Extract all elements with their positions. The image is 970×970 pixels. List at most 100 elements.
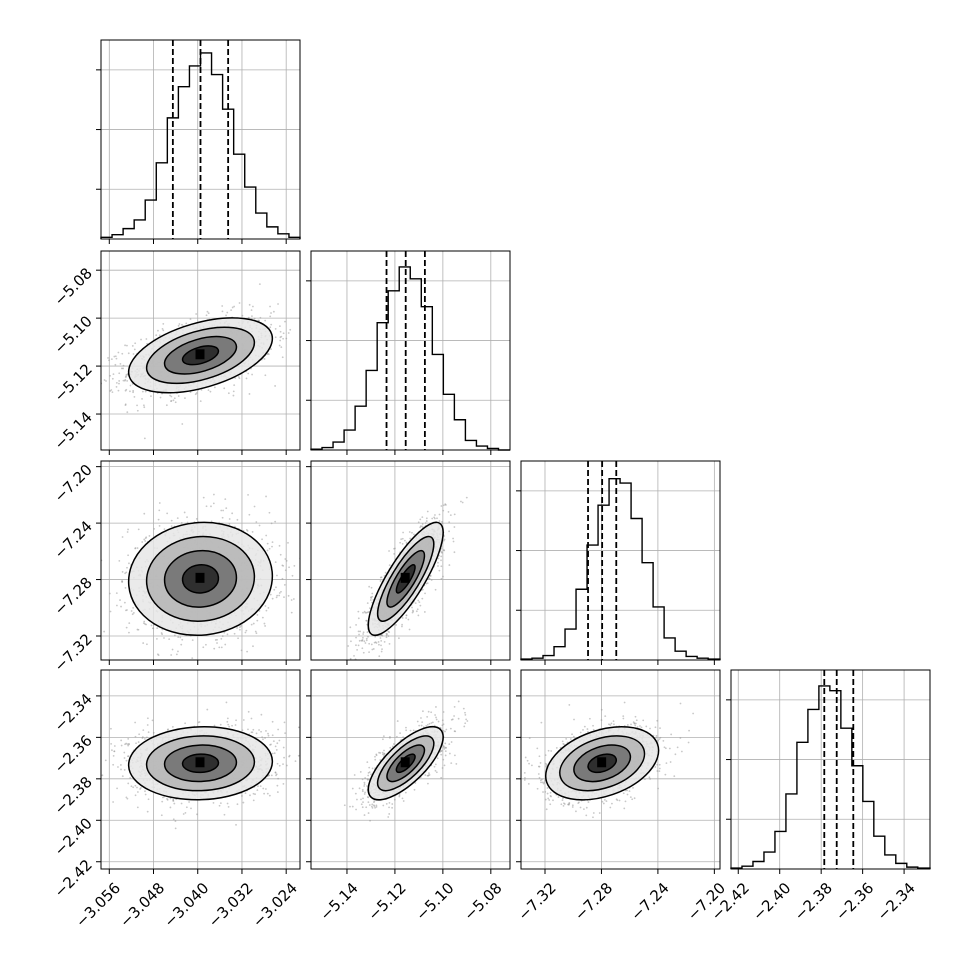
sample-point xyxy=(207,389,210,392)
sample-point xyxy=(465,496,468,499)
sample-point xyxy=(266,792,269,795)
sample-point xyxy=(221,516,224,519)
sample-point xyxy=(185,322,188,325)
sample-point xyxy=(232,394,235,397)
sample-point xyxy=(279,553,282,556)
sample-point xyxy=(362,611,364,614)
sample-point xyxy=(353,655,355,657)
panel-frame xyxy=(310,250,511,451)
sample-point xyxy=(388,642,391,645)
sample-point xyxy=(108,359,110,362)
panel-frame xyxy=(100,39,301,240)
sample-point xyxy=(264,625,266,627)
x-tick-label: −3.056 xyxy=(72,879,124,931)
sample-point xyxy=(368,585,371,588)
sample-point xyxy=(411,606,413,609)
sample-point xyxy=(443,538,446,541)
sample-point xyxy=(290,599,293,601)
sample-point xyxy=(412,609,414,612)
sample-point xyxy=(421,516,424,519)
sample-point xyxy=(426,510,429,513)
sample-point xyxy=(256,619,259,622)
sample-point xyxy=(155,334,158,337)
sample-point xyxy=(362,651,365,654)
histogram-panel-2 xyxy=(516,460,721,665)
sample-point xyxy=(253,317,256,320)
sample-point xyxy=(169,394,171,397)
sample-point xyxy=(270,522,273,525)
sample-point xyxy=(258,524,261,527)
sample-point xyxy=(205,643,207,646)
sample-point xyxy=(132,389,135,392)
sample-point xyxy=(308,307,310,309)
sample-point xyxy=(453,513,456,516)
sample-point xyxy=(133,348,136,351)
x-tick-label: −2.38 xyxy=(791,879,836,924)
sample-point xyxy=(132,611,135,614)
sample-point xyxy=(133,396,136,398)
sample-point xyxy=(401,542,404,545)
sample-point xyxy=(281,577,284,580)
sample-point xyxy=(289,328,292,331)
sample-point xyxy=(452,537,454,540)
sample-point xyxy=(307,332,309,334)
sample-point xyxy=(218,646,221,649)
sample-point xyxy=(223,387,226,390)
sample-point xyxy=(173,634,176,637)
sample-point xyxy=(224,498,227,501)
sample-point xyxy=(226,717,229,720)
sample-point xyxy=(405,541,408,544)
sample-point xyxy=(441,520,443,523)
sample-point xyxy=(367,635,369,638)
sample-point xyxy=(361,636,364,639)
sample-point xyxy=(258,283,261,286)
sample-point xyxy=(89,576,91,578)
sample-point xyxy=(118,372,121,375)
sample-point xyxy=(355,636,357,639)
sample-point xyxy=(104,759,107,762)
sample-point xyxy=(281,356,284,359)
histogram-step xyxy=(730,685,931,869)
sample-point xyxy=(177,636,180,639)
panel-frame xyxy=(730,669,931,870)
sample-point xyxy=(256,614,259,616)
scatter-panel-0-2: −7.32−7.28−7.24−7.20 xyxy=(51,460,301,675)
sample-point xyxy=(161,800,164,803)
sample-point xyxy=(126,344,128,347)
sample-point xyxy=(113,355,116,358)
sample-point xyxy=(438,569,441,572)
sample-point xyxy=(369,607,371,610)
sample-point xyxy=(440,550,443,553)
sample-point xyxy=(419,526,422,529)
sample-point xyxy=(440,555,443,558)
sample-point xyxy=(417,614,420,617)
sample-point xyxy=(280,335,283,338)
sample-point xyxy=(109,390,112,392)
sample-point xyxy=(142,404,145,407)
panel-frame xyxy=(100,250,301,451)
sample-point xyxy=(179,636,182,639)
sample-point xyxy=(143,538,146,541)
sample-point xyxy=(380,650,383,653)
y-tick-label: −7.32 xyxy=(51,630,96,675)
sample-point xyxy=(184,397,186,400)
sample-point xyxy=(304,333,306,335)
sample-point xyxy=(170,525,173,528)
sample-point xyxy=(380,639,383,642)
sample-point xyxy=(225,314,227,317)
sample-point xyxy=(213,647,216,650)
sample-point xyxy=(440,505,443,507)
sample-point xyxy=(371,648,374,651)
sample-point xyxy=(103,379,106,381)
sample-point xyxy=(87,765,89,767)
sample-point xyxy=(95,769,97,771)
sample-point xyxy=(267,606,270,609)
sample-point xyxy=(448,530,450,533)
y-tick-label: −5.12 xyxy=(51,360,96,405)
sample-point xyxy=(431,517,434,520)
sample-point xyxy=(252,645,254,648)
sample-point xyxy=(292,598,295,600)
sample-point xyxy=(233,384,236,387)
x-tick-label: −2.40 xyxy=(749,879,794,924)
sample-point xyxy=(143,437,146,440)
